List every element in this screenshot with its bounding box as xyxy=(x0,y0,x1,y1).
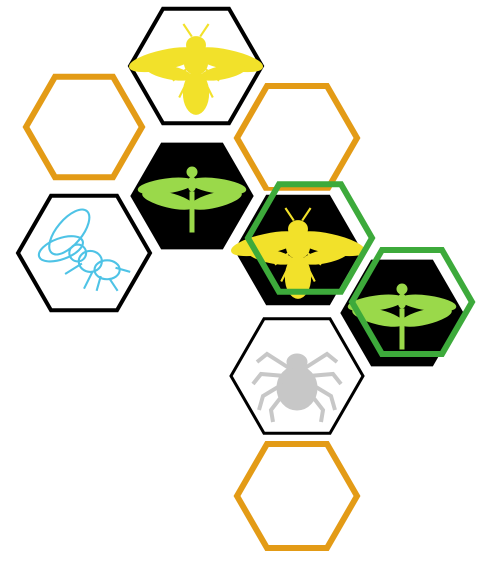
hex-dragonfly-right xyxy=(335,255,469,371)
hex-wasp-center xyxy=(228,190,368,310)
hex-tick xyxy=(229,317,365,435)
hex-empty-left xyxy=(22,73,146,181)
hex-wasp-top xyxy=(126,6,266,126)
hex-empty-bottom-outline xyxy=(233,441,361,551)
hex-fly xyxy=(15,193,153,313)
highlight-hex-center xyxy=(244,181,376,295)
hex-empty-left-outline xyxy=(22,73,146,181)
hex-dragonfly-left xyxy=(125,138,259,254)
hex-empty-right-outline xyxy=(233,83,361,193)
highlight-hex-right xyxy=(348,247,476,357)
hex-empty-bottom xyxy=(233,441,361,551)
hex-empty-right xyxy=(233,83,361,193)
